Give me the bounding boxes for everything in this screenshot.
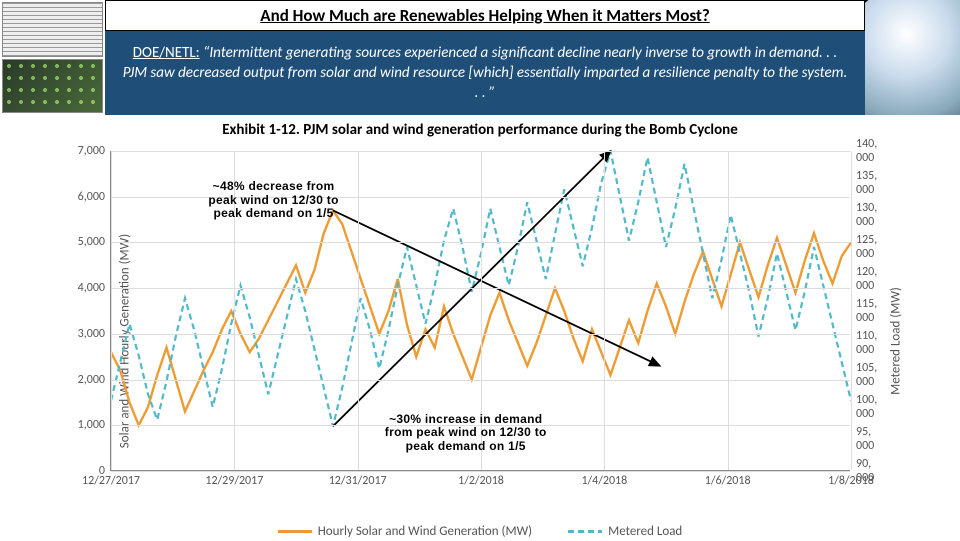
- ytick-left: 6,000: [78, 190, 111, 204]
- quote-text: “Intermittent generating sources experie…: [123, 44, 848, 103]
- ytick-right: 140, 000: [850, 137, 877, 165]
- ytick-left: 4,000: [78, 281, 111, 295]
- ytick-left: 7,000: [78, 144, 111, 158]
- thumbnail-column: [0, 0, 105, 115]
- ytick-right: 120, 000: [850, 265, 877, 293]
- ytick-right: 115, 000: [850, 297, 877, 325]
- legend-item: Hourly Solar and Wind Generation (MW): [278, 524, 532, 539]
- xtick: 1/4/2018: [581, 470, 627, 488]
- ytick-right: 95, 000: [850, 425, 874, 453]
- legend-swatch: [278, 530, 312, 533]
- ytick-left: 5,000: [78, 235, 111, 249]
- xtick: 1/2/2018: [458, 470, 504, 488]
- ytick-right: 125, 000: [850, 233, 877, 261]
- annotation: ~48% decrease frompeak wind on 12/30 top…: [208, 180, 338, 221]
- chart: Solar and Wind Hourly Generation (MW) Me…: [0, 141, 960, 541]
- ytick-left: 2,000: [78, 373, 111, 387]
- header-main: And How Much are Renewables Helping When…: [105, 0, 865, 115]
- xtick: 1/6/2018: [705, 470, 751, 488]
- ytick-right: 110, 000: [850, 329, 877, 357]
- legend-label: Hourly Solar and Wind Generation (MW): [318, 524, 532, 539]
- earth-image: [865, 0, 960, 115]
- y-right-label: Metered Load (MW): [889, 287, 904, 395]
- legend-swatch: [568, 530, 602, 533]
- xtick: 12/31/2017: [329, 470, 387, 488]
- slide-title: And How Much are Renewables Helping When…: [105, 0, 865, 31]
- header: And How Much are Renewables Helping When…: [0, 0, 960, 115]
- annotation: ~30% increase in demandfrom peak wind on…: [385, 413, 547, 454]
- plot-area: 01,0002,0003,0004,0005,0006,0007,00090, …: [110, 151, 850, 471]
- quote-bar: DOE/NETL: “Intermittent generating sourc…: [105, 31, 865, 115]
- quote-source: DOE/NETL:: [133, 44, 200, 62]
- exhibit-title: Exhibit 1-12. PJM solar and wind generat…: [0, 121, 960, 139]
- legend: Hourly Solar and Wind Generation (MW) Met…: [0, 522, 960, 539]
- legend-item: Metered Load: [568, 524, 682, 539]
- doc-thumb: [2, 2, 103, 57]
- xtick: 12/29/2017: [205, 470, 263, 488]
- ytick-right: 100, 000: [850, 393, 877, 421]
- ytick-left: 1,000: [78, 418, 111, 432]
- xtick: 1/8/2018: [828, 470, 874, 488]
- ytick-right: 130, 000: [850, 201, 877, 229]
- ytick-right: 135, 000: [850, 169, 877, 197]
- ytick-left: 3,000: [78, 327, 111, 341]
- xtick: 12/27/2017: [82, 470, 140, 488]
- ytick-right: 105, 000: [850, 361, 877, 389]
- tech-thumb: [2, 59, 103, 114]
- legend-label: Metered Load: [608, 524, 682, 539]
